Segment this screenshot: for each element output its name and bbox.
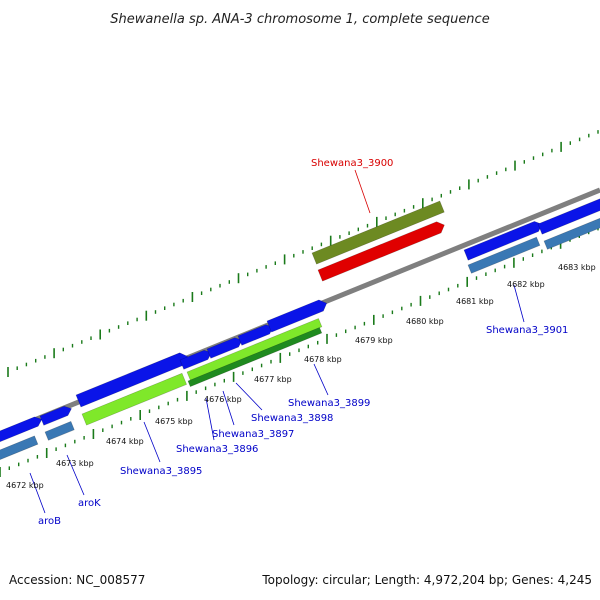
topology-text: Topology: circular; Length: 4,972,204 bp… [262,573,592,587]
kbp-label: 4683 kbp [558,263,596,272]
gene-arrow [81,372,187,426]
callout-line-aroK [66,454,85,496]
kbp-label: 4675 kbp [155,417,193,426]
gene-arrow [317,221,445,282]
callout-line-3898 [235,382,263,411]
gene-label-3900[interactable]: Shewana3_3900 [311,158,393,169]
kbp-label: 4682 kbp [507,280,545,289]
gene-label-3898[interactable]: Shewana3_3898 [251,413,333,424]
callout-line-3900 [354,169,371,214]
gene-label-aroK[interactable]: aroK [78,498,101,509]
kbp-label: 4681 kbp [456,297,494,306]
gene-label-3899[interactable]: Shewana3_3899 [288,398,370,409]
callout-line-3897 [222,390,235,426]
kbp-label: 4677 kbp [254,375,292,384]
accession-text: Accession: NC_008577 [9,573,146,587]
gene-arrow [206,337,243,359]
gene-label-3896[interactable]: Shewana3_3896 [176,444,258,455]
gene-label-3897[interactable]: Shewana3_3897 [212,429,294,440]
upper-tick-track [7,130,599,377]
kbp-label: 4674 kbp [106,437,144,446]
gene-arrow [39,405,72,426]
kbp-label: 4676 kbp [204,395,242,404]
gene-arrow [186,318,323,381]
gene-arrow [537,198,600,235]
kbp-label: 4679 kbp [355,336,393,345]
gene-callouts: aroB aroK Shewana3_3895 Shewana3_3896 Sh… [29,158,568,527]
gene-label-3895[interactable]: Shewana3_3895 [120,466,202,477]
callout-line-3901 [513,284,525,323]
gene-arrow [44,421,75,441]
gene-arrow [543,217,600,250]
gene-arrow [266,299,328,333]
gene-label-aroB[interactable]: aroB [38,516,61,527]
gene-arrow [187,327,323,387]
gene-features [0,198,600,460]
kbp-labels: 4672 kbp 4673 kbp 4674 kbp 4675 kbp 4676… [6,263,596,490]
callout-line-aroB [29,472,46,514]
kbp-label: 4672 kbp [6,481,44,490]
gene-arrow [0,416,43,443]
map-title: Shewanella sp. ANA-3 chromosome 1, compl… [110,12,489,27]
gene-arrow [0,435,39,460]
gene-arrow [467,236,541,274]
gene-label-3901[interactable]: Shewana3_3901 [486,325,568,336]
lower-tick-track [0,226,599,477]
kbp-label: 4678 kbp [304,355,342,364]
gene-arrow [311,200,445,265]
kbp-label: 4673 kbp [56,459,94,468]
callout-line-3895 [143,421,161,463]
kbp-label: 4680 kbp [406,317,444,326]
callout-line-3896 [205,397,215,441]
callout-line-3899 [313,363,329,396]
gene-arrow [179,349,212,370]
